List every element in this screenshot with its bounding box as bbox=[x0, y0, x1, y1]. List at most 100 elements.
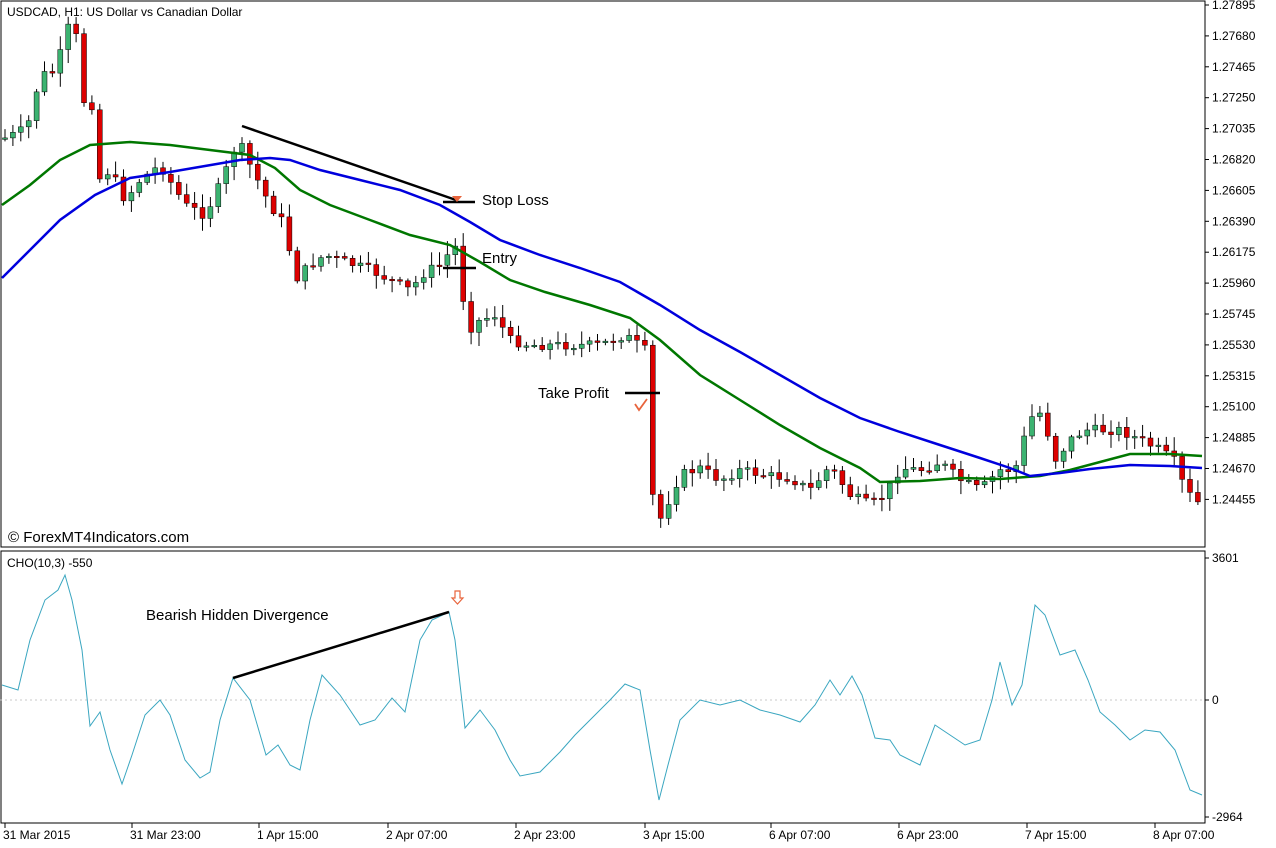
candle-body bbox=[618, 340, 624, 343]
candle-body bbox=[705, 465, 711, 470]
sell-arrow-icon bbox=[452, 196, 462, 202]
candle-body bbox=[1076, 435, 1083, 438]
candle-body bbox=[436, 264, 443, 267]
price-tick-label: 1.27465 bbox=[1212, 60, 1256, 74]
candle-body bbox=[697, 465, 703, 474]
candle-body bbox=[847, 484, 854, 498]
candle-body bbox=[397, 279, 403, 282]
candle-body bbox=[531, 345, 538, 348]
price-tick-label: 1.26820 bbox=[1212, 153, 1256, 167]
candle-body bbox=[160, 167, 166, 175]
price-tick-label: 1.27680 bbox=[1212, 29, 1256, 43]
candle-body bbox=[1147, 437, 1154, 447]
candle-body bbox=[334, 255, 340, 258]
candle-body bbox=[255, 163, 261, 181]
candle-body bbox=[1092, 424, 1098, 431]
price-tick-label: 1.24455 bbox=[1212, 492, 1256, 506]
time-tick-label: 31 Mar 2015 bbox=[3, 828, 71, 842]
candle-body bbox=[958, 469, 964, 482]
candle-body bbox=[1052, 435, 1059, 462]
candle-body bbox=[1084, 429, 1091, 437]
price-tick-label: 1.26390 bbox=[1212, 214, 1256, 228]
candle-body bbox=[341, 256, 348, 259]
candle-body bbox=[33, 91, 40, 121]
time-tick-label: 2 Apr 23:00 bbox=[514, 828, 576, 842]
entry-label: Entry bbox=[482, 250, 518, 267]
candle-body bbox=[981, 481, 988, 486]
candle-body bbox=[81, 33, 87, 103]
candle-body bbox=[973, 480, 980, 486]
symbol-title: USDCAD, H1: US Dollar vs Canadian Dollar bbox=[7, 5, 242, 19]
candle-body bbox=[18, 126, 24, 133]
candle-body bbox=[547, 343, 553, 350]
candle-body bbox=[966, 480, 972, 483]
candle-body bbox=[413, 282, 419, 288]
candle-body bbox=[800, 482, 806, 486]
candle-body bbox=[887, 482, 893, 500]
price-tick-label: 1.25530 bbox=[1212, 338, 1256, 352]
candle-body bbox=[681, 469, 688, 488]
time-tick-label: 6 Apr 23:00 bbox=[897, 828, 959, 842]
candle-body bbox=[128, 192, 135, 202]
candle-body bbox=[815, 480, 822, 488]
candle-body bbox=[25, 120, 32, 128]
candle-body bbox=[207, 206, 214, 219]
candle-body bbox=[373, 264, 380, 276]
ma-fast-line bbox=[1, 156, 1203, 478]
candle-body bbox=[808, 482, 814, 488]
price-tick-label: 1.24885 bbox=[1212, 431, 1256, 445]
candle-body bbox=[215, 183, 222, 207]
candle-body bbox=[942, 463, 948, 466]
candle-body bbox=[2, 137, 8, 140]
candle-body bbox=[223, 166, 229, 184]
candle-body bbox=[73, 23, 79, 34]
candle-body bbox=[270, 195, 277, 215]
candle-body bbox=[515, 335, 522, 348]
candle-body bbox=[239, 143, 245, 153]
stop-loss-label: Stop Loss bbox=[482, 192, 549, 209]
candle-body bbox=[476, 319, 482, 333]
indicator-tick-label: 3601 bbox=[1212, 551, 1239, 565]
candle-body bbox=[1108, 431, 1114, 435]
candle-body bbox=[468, 301, 474, 333]
candle-body bbox=[863, 493, 869, 499]
candle-body bbox=[768, 472, 775, 477]
candle-body bbox=[918, 467, 925, 471]
candle-body bbox=[626, 335, 632, 341]
time-tick-label: 7 Apr 15:00 bbox=[1025, 828, 1087, 842]
candle-body bbox=[507, 327, 514, 336]
time-tick-label: 1 Apr 15:00 bbox=[257, 828, 319, 842]
candle-body bbox=[420, 277, 427, 283]
candle-body bbox=[484, 317, 490, 321]
oscillator-line bbox=[1, 573, 1203, 801]
take-profit-label: Take Profit bbox=[538, 385, 610, 402]
candle-body bbox=[389, 279, 395, 282]
candle-body bbox=[539, 345, 545, 350]
down-arrow-icon bbox=[450, 590, 465, 605]
candle-body bbox=[120, 176, 127, 202]
candle-body bbox=[721, 478, 727, 481]
price-tick-label: 1.27895 bbox=[1212, 0, 1256, 12]
candle-body bbox=[112, 174, 119, 178]
divergence-label: Bearish Hidden Divergence bbox=[146, 607, 329, 624]
candle-body bbox=[1100, 424, 1106, 433]
candle-body bbox=[871, 497, 877, 500]
candle-body bbox=[760, 475, 767, 478]
candle-body bbox=[49, 71, 56, 74]
time-tick-label: 31 Mar 23:00 bbox=[130, 828, 201, 842]
candle-body bbox=[997, 469, 1004, 477]
price-tick-label: 1.26175 bbox=[1212, 245, 1256, 259]
time-tick-label: 8 Apr 07:00 bbox=[1153, 828, 1215, 842]
candle-body bbox=[594, 340, 601, 343]
candle-body bbox=[278, 213, 285, 218]
price-tick-label: 1.27250 bbox=[1212, 91, 1256, 105]
time-tick-label: 2 Apr 07:00 bbox=[386, 828, 448, 842]
candle-body bbox=[665, 504, 672, 519]
candlestick-series bbox=[2, 16, 1201, 528]
price-tick-label: 1.25960 bbox=[1212, 276, 1256, 290]
candle-body bbox=[926, 470, 933, 473]
candle-body bbox=[1116, 427, 1122, 435]
candle-body bbox=[168, 174, 174, 183]
candle-body bbox=[349, 258, 356, 266]
indicator-trendline bbox=[232, 610, 450, 680]
